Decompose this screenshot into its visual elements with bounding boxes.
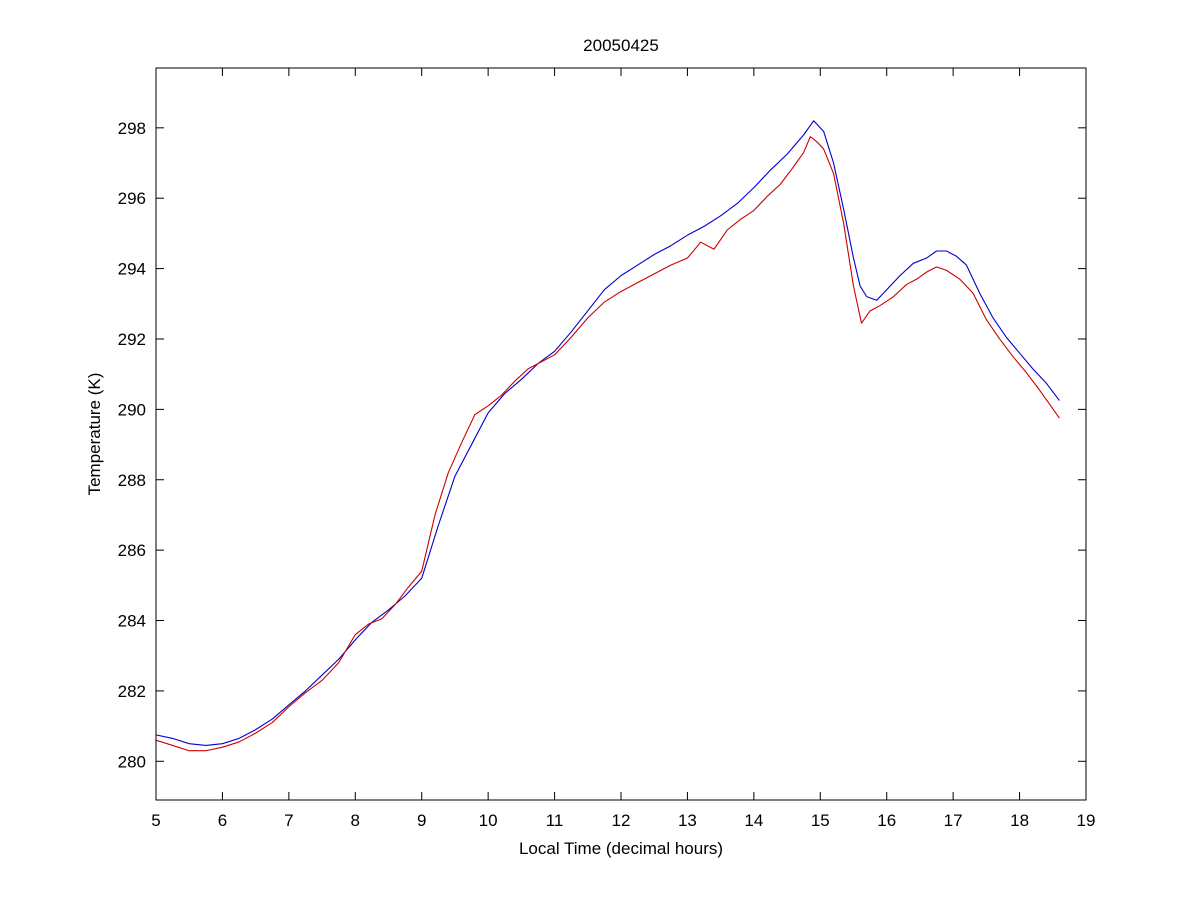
y-tick-label: 296 — [118, 189, 146, 208]
x-tick-label: 6 — [218, 811, 227, 830]
x-axis-ticks: 5 6 7 8 9 10 11 12 13 14 15 16 17 18 19 — [151, 68, 1095, 830]
y-axis-label: Temperature (K) — [85, 373, 104, 496]
x-tick-label: 15 — [811, 811, 830, 830]
y-tick-label: 284 — [118, 612, 146, 631]
y-tick-label: 286 — [118, 541, 146, 560]
y-tick-label: 292 — [118, 330, 146, 349]
x-tick-label: 14 — [744, 811, 763, 830]
series-layer — [155, 120, 1060, 752]
chart-title: 20050425 — [583, 36, 659, 55]
y-tick-label: 294 — [118, 260, 146, 279]
x-tick-label: 10 — [479, 811, 498, 830]
x-tick-label: 17 — [944, 811, 963, 830]
x-tick-label: 8 — [351, 811, 360, 830]
y-tick-label: 282 — [118, 682, 146, 701]
x-tick-label: 19 — [1077, 811, 1096, 830]
series-line-1 — [155, 120, 1060, 747]
x-tick-label: 7 — [284, 811, 293, 830]
plot-area-background — [156, 68, 1086, 800]
y-tick-label: 298 — [118, 119, 146, 138]
x-tick-label: 13 — [678, 811, 697, 830]
series-line-2 — [155, 136, 1060, 752]
x-tick-label: 5 — [151, 811, 160, 830]
y-tick-label: 280 — [118, 752, 146, 771]
x-tick-label: 12 — [612, 811, 631, 830]
y-axis-ticks: 280 282 284 286 288 290 292 294 296 298 — [118, 119, 1086, 771]
x-axis-label: Local Time (decimal hours) — [519, 839, 723, 858]
y-tick-label: 290 — [118, 400, 146, 419]
plot-area-frame — [155, 67, 1087, 801]
x-tick-label: 16 — [877, 811, 896, 830]
x-tick-label: 18 — [1010, 811, 1029, 830]
x-tick-label: 9 — [417, 811, 426, 830]
x-tick-label: 11 — [546, 811, 564, 830]
y-tick-label: 288 — [118, 471, 146, 490]
